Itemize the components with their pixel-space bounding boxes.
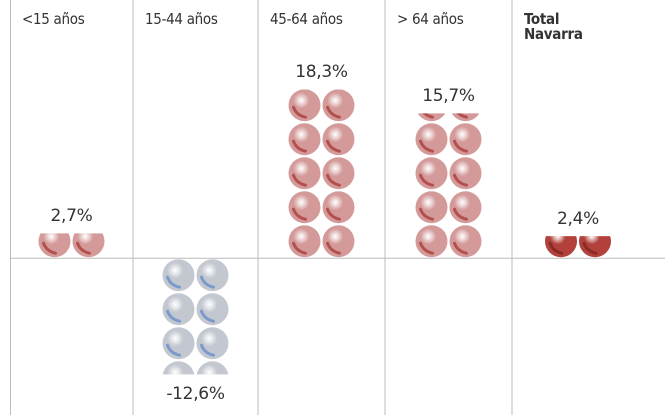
- ball-highlight: [326, 105, 341, 119]
- ball-highlight: [326, 139, 341, 153]
- category-label: 15-44 años: [145, 10, 218, 28]
- bar: [38, 233, 105, 258]
- ball-highlight: [292, 139, 307, 153]
- ball-highlight: [453, 241, 468, 255]
- ball-highlight: [453, 173, 468, 187]
- category-label: > 64 años: [397, 10, 464, 28]
- ball-highlight: [166, 343, 181, 357]
- ball-highlight: [456, 113, 468, 119]
- ball-highlight: [166, 309, 181, 323]
- ball-highlight: [292, 241, 307, 255]
- ball: [162, 361, 195, 375]
- ball-highlight: [326, 207, 341, 221]
- value-label: 18,3%: [295, 62, 348, 83]
- ball-highlight: [326, 241, 341, 255]
- value-label: 2,7%: [50, 206, 93, 227]
- ball: [450, 55, 482, 87]
- ball: [72, 233, 105, 258]
- value-label: 2,4%: [557, 209, 599, 230]
- ball-highlight: [200, 275, 215, 289]
- ball-highlight: [419, 241, 434, 255]
- ball-highlight: [76, 241, 91, 255]
- ball-highlight: [200, 343, 215, 357]
- ball-highlight: [200, 309, 215, 323]
- ball: [196, 361, 229, 375]
- ball: [545, 236, 577, 258]
- ball-highlight: [453, 139, 468, 153]
- ball-highlight: [292, 105, 307, 119]
- ball-highlight: [42, 241, 57, 255]
- ball: [38, 233, 71, 258]
- category-label: 45-64 años: [270, 10, 343, 28]
- category-label: <15 años: [22, 10, 85, 28]
- bar: [162, 259, 229, 375]
- ball-highlight: [582, 241, 598, 255]
- ball-highlight: [292, 173, 307, 187]
- bar: [415, 55, 482, 258]
- ball-highlight: [292, 207, 307, 221]
- ball-highlight: [455, 73, 467, 83]
- ball: [416, 55, 448, 87]
- ball-highlight: [166, 275, 181, 289]
- ball-highlight: [548, 241, 564, 255]
- ball-highlight: [326, 173, 341, 187]
- bar: [288, 89, 355, 258]
- value-label: 15,7%: [422, 86, 475, 107]
- bar: [545, 236, 611, 258]
- category-label: Total Navarra: [524, 10, 583, 43]
- ball-highlight: [422, 113, 434, 119]
- ball-highlight: [419, 139, 434, 153]
- ball-highlight: [419, 207, 434, 221]
- ball-highlight: [421, 73, 433, 83]
- ball-highlight: [419, 173, 434, 187]
- ball-highlight: [453, 207, 468, 221]
- ball: [579, 236, 611, 258]
- value-label: -12,6%: [166, 384, 225, 405]
